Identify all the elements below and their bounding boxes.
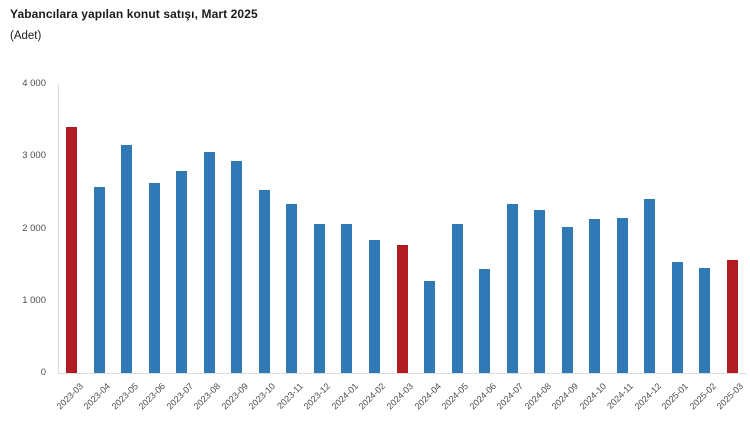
chart-unit-label: (Adet) (10, 30, 42, 42)
bar-2023-06 (148, 183, 160, 373)
y-axis-tick-label: 3 000 (22, 150, 46, 162)
bar-2023-12 (313, 223, 325, 373)
bar-2023-11 (286, 203, 298, 373)
bar-2023-03 (66, 126, 78, 373)
bar-2023-07 (176, 170, 188, 373)
bar-2024-03 (396, 244, 408, 373)
x-axis-line (58, 373, 746, 374)
bar-2024-04 (424, 281, 436, 373)
bar-2025-01 (671, 261, 683, 373)
bar-2023-08 (203, 152, 215, 373)
bar-2024-08 (534, 210, 546, 373)
bar-2024-01 (341, 224, 353, 373)
bar-2024-05 (451, 224, 463, 373)
bar-2024-09 (561, 226, 573, 373)
y-axis-tick-label: 0 (40, 367, 46, 378)
chart-title: Yabancılara yapılan konut satışı, Mart 2… (10, 7, 258, 21)
bar-2024-07 (506, 203, 518, 373)
bar-2023-10 (258, 189, 270, 373)
bar-2024-11 (616, 217, 628, 373)
y-axis-line (58, 84, 59, 373)
bar-2024-10 (589, 219, 601, 373)
y-axis-tick-label: 4 000 (22, 78, 46, 89)
bar-2023-09 (231, 161, 243, 373)
bar-2024-12 (644, 198, 656, 373)
bar-2025-02 (699, 268, 711, 373)
bar-2023-04 (93, 187, 105, 373)
y-axis-tick-label: 2 000 (22, 222, 46, 234)
bar-2023-05 (121, 144, 133, 373)
y-axis-tick-label: 1 000 (22, 294, 46, 306)
bar-2024-06 (479, 268, 491, 373)
bar-2024-02 (368, 240, 380, 373)
bar-2025-03 (726, 259, 738, 373)
